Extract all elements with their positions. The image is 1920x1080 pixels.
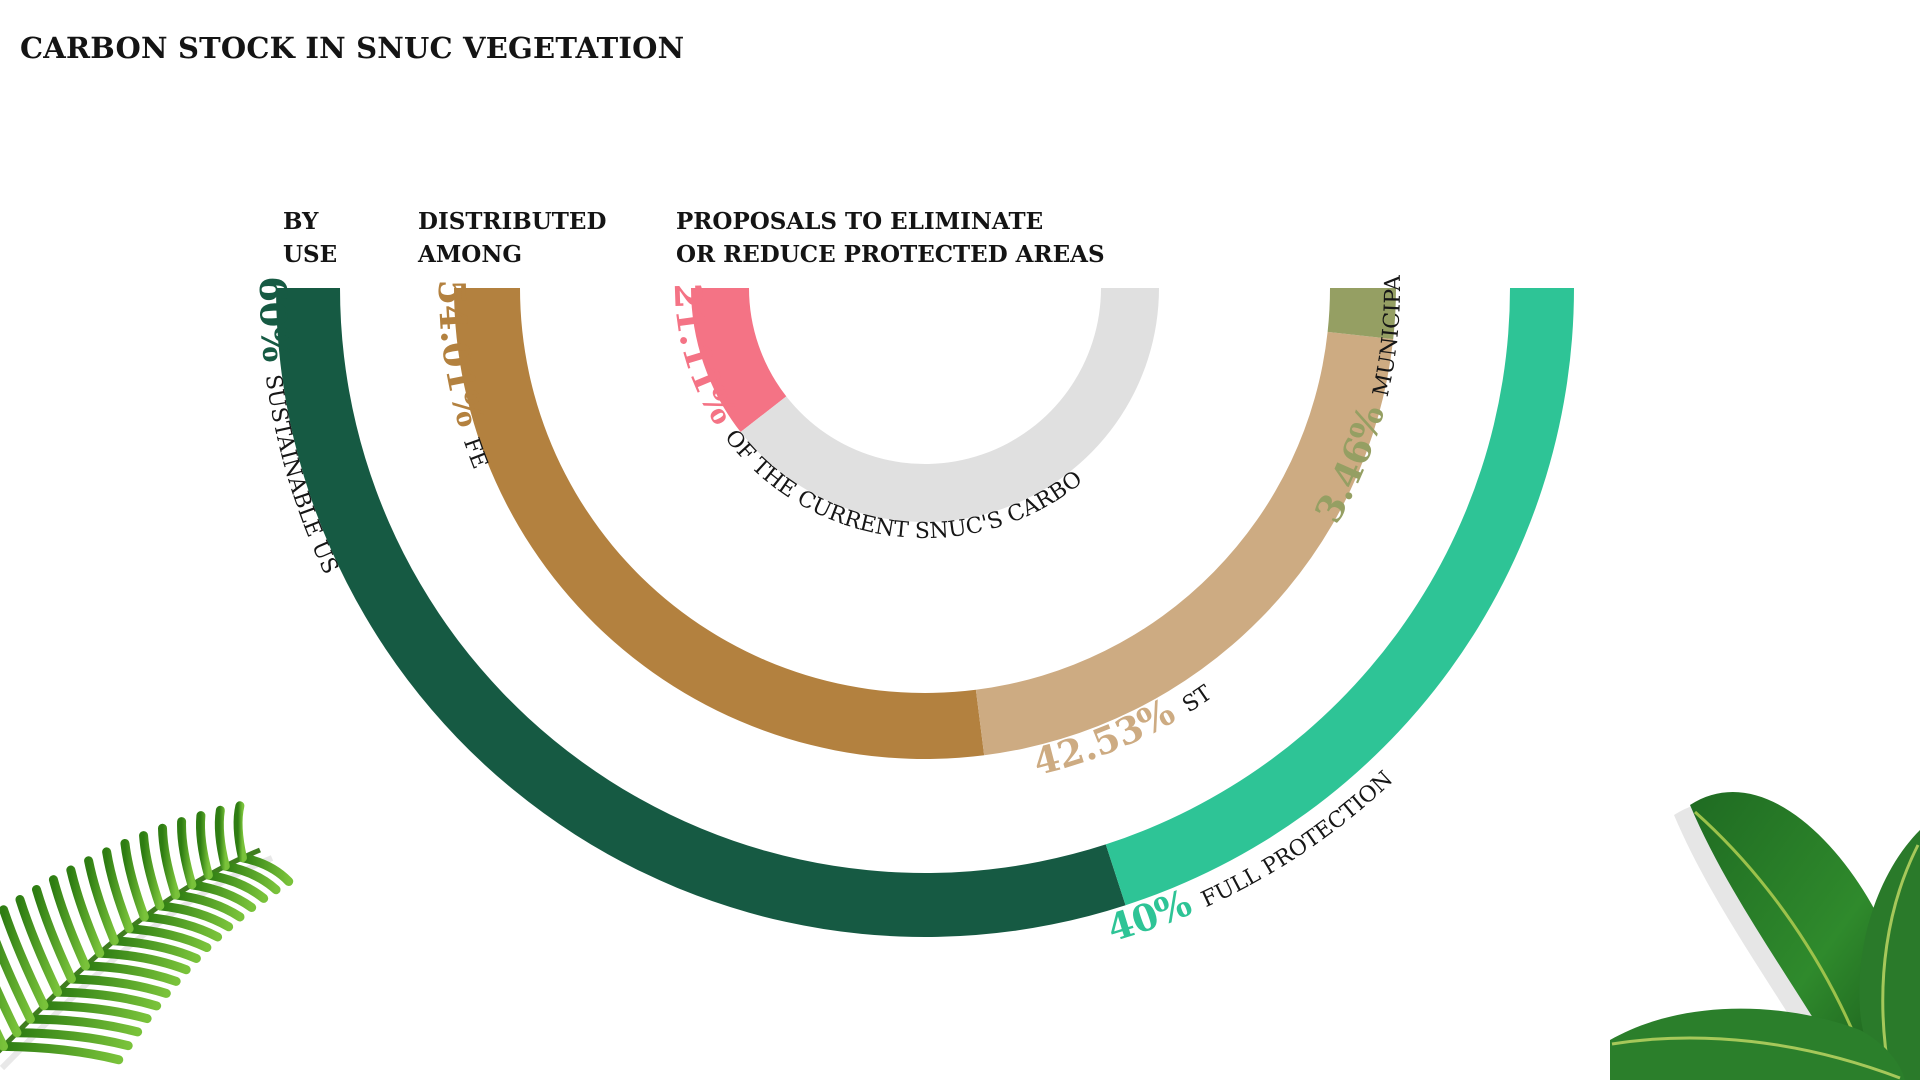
label-federal: 54.01% FEDERAL	[0, 0, 497, 472]
segment-municipal	[1327, 288, 1396, 340]
header-distributed-among: DISTRIBUTED AMONG	[418, 208, 607, 268]
page-title: CARBON STOCK IN SNUC VEGETATION	[20, 31, 685, 65]
segment-state	[975, 331, 1394, 756]
header-proposals: PROPOSALS TO ELIMINATE OR REDUCE PROTECT…	[676, 208, 1105, 268]
tropical-leaves-icon	[1610, 792, 1920, 1080]
label-state: 42.53% STATE	[0, 0, 1217, 784]
segment-of-the-current-snuc-s-carbon-stock	[691, 288, 787, 433]
segment-sustainable-use	[276, 288, 1126, 937]
header-by-use: BY USE	[283, 208, 338, 268]
segment-full-protection	[1105, 288, 1574, 906]
label-sustainable-use: 60% SUSTAINABLE USE	[0, 0, 343, 578]
segment-remainder	[740, 288, 1159, 522]
segment-federal	[454, 288, 985, 759]
label-municipal: 3.46% MUNICIPAL	[0, 0, 1406, 530]
palm-frond-icon	[0, 801, 294, 1071]
